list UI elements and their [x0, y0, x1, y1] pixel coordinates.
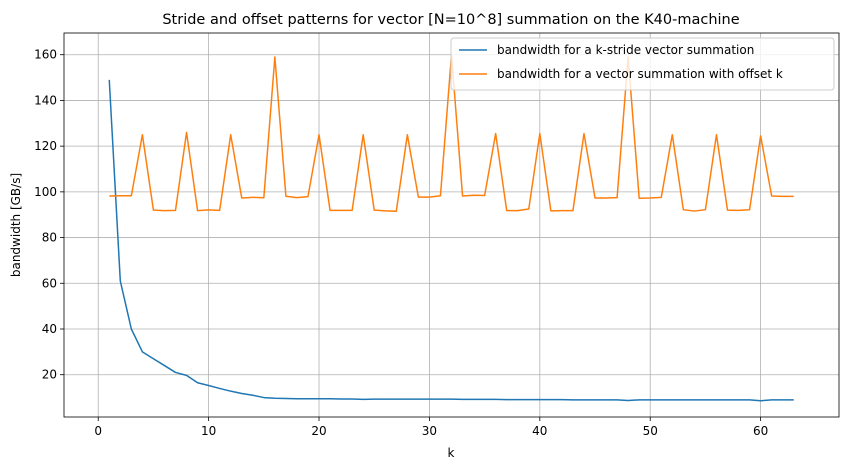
x-axis: 0 10 20 30 40 50 60 [94, 417, 768, 438]
legend-label-series-2: bandwidth for a vector summation with of… [497, 67, 783, 81]
series-line-1 [108, 79, 794, 402]
chart-title: Stride and offset patterns for vector [N… [162, 12, 739, 28]
plot-area [64, 33, 839, 417]
plot-frame [63, 32, 840, 418]
y-tick-label: 120 [34, 139, 57, 153]
x-tick-label: 60 [753, 424, 768, 438]
y-tick-label: 100 [34, 185, 57, 199]
x-tick-label: 20 [311, 424, 326, 438]
x-axis-label: k [448, 446, 455, 460]
x-tick-label: 50 [643, 424, 658, 438]
legend: bandwidth for a k-stride vector summatio… [450, 37, 835, 91]
y-tick-label: 40 [42, 322, 57, 336]
x-tick-label: 40 [532, 424, 547, 438]
x-tick-label: 0 [94, 424, 102, 438]
y-tick-label: 140 [34, 93, 57, 107]
y-axis: 20 40 60 80 100 120 140 160 [34, 48, 64, 382]
y-tick-label: 20 [42, 368, 57, 382]
x-tick-label: 10 [201, 424, 216, 438]
y-tick-label: 160 [34, 48, 57, 62]
x-tick-label: 30 [422, 424, 437, 438]
y-axis-label: bandwidth [GB/s] [9, 173, 23, 277]
y-tick-label: 60 [42, 276, 57, 290]
y-tick-label: 80 [42, 231, 57, 245]
grid [64, 33, 839, 417]
legend-box [450, 37, 835, 91]
legend-label-series-1: bandwidth for a k-stride vector summatio… [497, 43, 754, 57]
